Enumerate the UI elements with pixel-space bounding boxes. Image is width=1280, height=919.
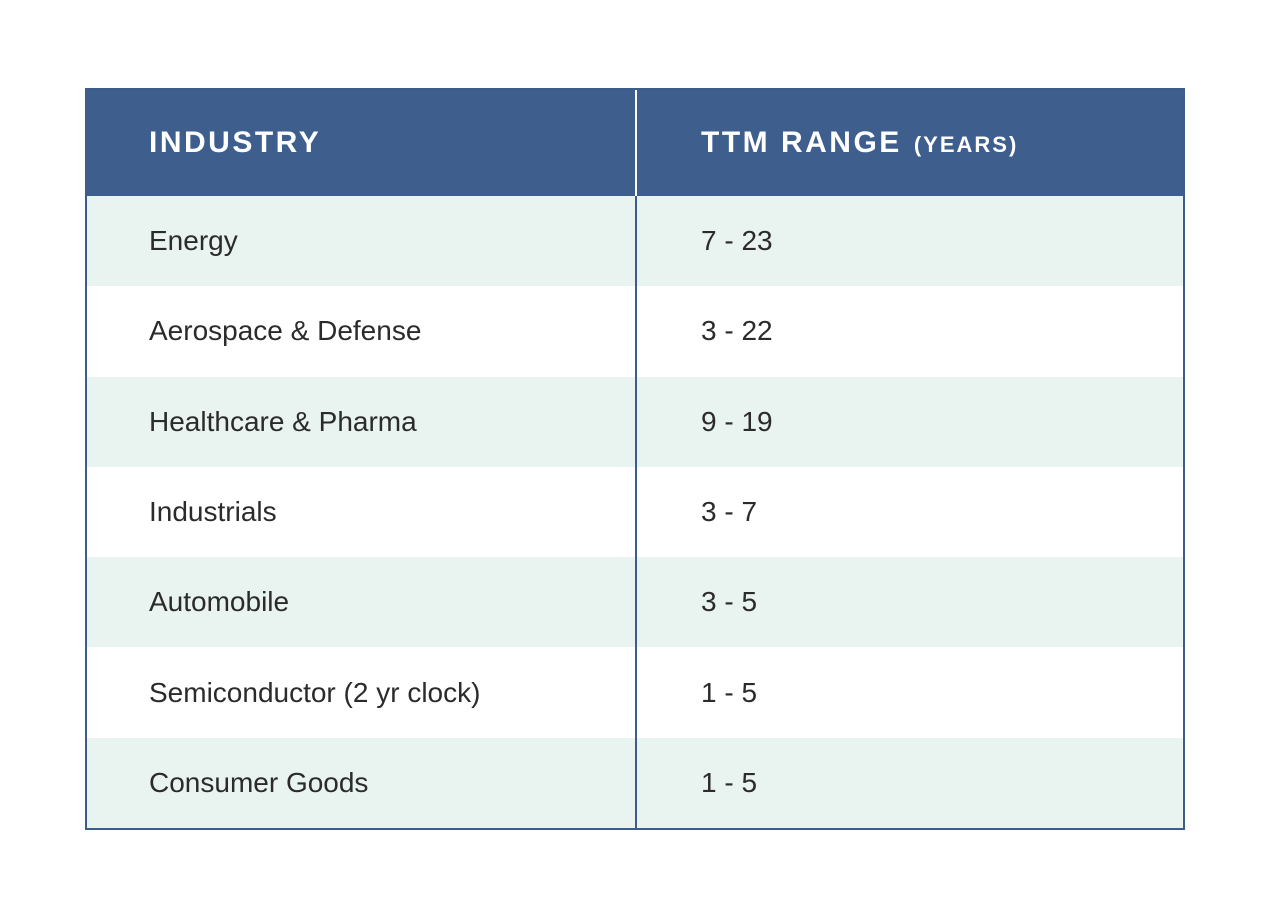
table-row: Consumer Goods 1 - 5 [87, 737, 1183, 828]
range-cell: 7 - 23 [635, 196, 1183, 287]
industry-cell: Industrials [149, 495, 277, 527]
header-industry-label: INDUSTRY [149, 126, 322, 159]
table-header-row: INDUSTRY TTM RANGE (YEARS) [87, 90, 1183, 196]
range-cell: 1 - 5 [635, 737, 1183, 828]
table-row: Aerospace & Defense 3 - 22 [87, 286, 1183, 377]
industry-cell: Energy [149, 225, 238, 257]
header-ttm-range-cell: TTM RANGE (YEARS) [635, 90, 1183, 196]
range-cell: 1 - 5 [635, 647, 1183, 738]
industry-cell: Healthcare & Pharma [149, 405, 417, 437]
range-cell: 3 - 22 [635, 286, 1183, 377]
header-years-label: (YEARS) [913, 131, 1019, 157]
table-row: Automobile 3 - 5 [87, 557, 1183, 648]
industry-cell: Aerospace & Defense [149, 315, 422, 347]
range-cell: 9 - 19 [635, 376, 1183, 467]
range-cell: 3 - 7 [635, 466, 1183, 558]
ttm-range-table: INDUSTRY TTM RANGE (YEARS) Energy 7 - 23… [85, 88, 1185, 830]
table-row: Energy 7 - 23 [87, 196, 1183, 287]
table-row: Semiconductor (2 yr clock) 1 - 5 [87, 647, 1183, 738]
industry-cell: Consumer Goods [149, 766, 369, 798]
industry-cell: Semiconductor (2 yr clock) [149, 676, 481, 708]
table-row: Healthcare & Pharma 9 - 19 [87, 376, 1183, 467]
range-cell: 3 - 5 [635, 557, 1183, 648]
table-row: Industrials 3 - 7 [87, 466, 1183, 558]
header-industry-cell: INDUSTRY [87, 90, 635, 196]
industry-cell: Automobile [149, 586, 290, 618]
header-ttm-range-label: TTM RANGE [701, 126, 902, 159]
